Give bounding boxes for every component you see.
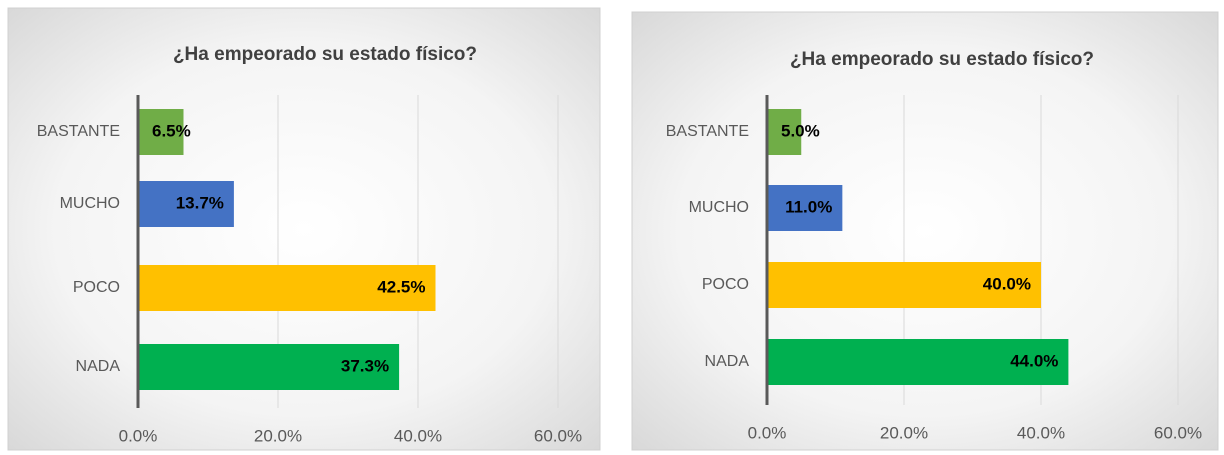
x-tick-label: 20.0% bbox=[254, 426, 302, 445]
y-tick-label: BASTANTE bbox=[37, 123, 120, 140]
x-tick-label: 60.0% bbox=[534, 426, 582, 445]
bar bbox=[767, 185, 843, 231]
bar bbox=[767, 262, 1041, 308]
x-tick-label: 40.0% bbox=[1017, 423, 1065, 442]
y-tick-label: POCO bbox=[702, 276, 749, 293]
x-tick-label: 40.0% bbox=[394, 426, 442, 445]
chart-title: ¿Ha empeorado su estado físico? bbox=[790, 49, 1094, 70]
y-tick-label: MUCHO bbox=[689, 199, 749, 216]
y-tick-label: NADA bbox=[705, 353, 750, 370]
panel bbox=[631, 11, 1219, 451]
data-label: 37.3% bbox=[341, 356, 389, 375]
bar bbox=[138, 181, 234, 227]
x-tick-label: 60.0% bbox=[1154, 423, 1202, 442]
data-label: 6.5% bbox=[152, 121, 191, 140]
bar bbox=[138, 109, 184, 155]
data-label: 13.7% bbox=[176, 193, 224, 212]
data-label: 5.0% bbox=[781, 121, 820, 140]
data-label: 42.5% bbox=[377, 277, 425, 296]
y-tick-label: MUCHO bbox=[60, 195, 120, 212]
data-label: 40.0% bbox=[983, 274, 1031, 293]
data-label: 11.0% bbox=[785, 197, 832, 216]
bar bbox=[767, 109, 802, 155]
y-tick-label: POCO bbox=[73, 279, 120, 296]
x-tick-label: 0.0% bbox=[748, 423, 787, 442]
bar bbox=[138, 265, 436, 311]
y-tick-label: NADA bbox=[76, 358, 121, 375]
chart-title: ¿Ha empeorado su estado físico? bbox=[173, 44, 477, 65]
data-label: 44.0% bbox=[1010, 351, 1058, 370]
bar bbox=[138, 344, 400, 390]
bar bbox=[767, 339, 1069, 385]
y-tick-label: BASTANTE bbox=[666, 123, 749, 140]
x-tick-label: 0.0% bbox=[119, 426, 158, 445]
x-tick-label: 20.0% bbox=[880, 423, 928, 442]
